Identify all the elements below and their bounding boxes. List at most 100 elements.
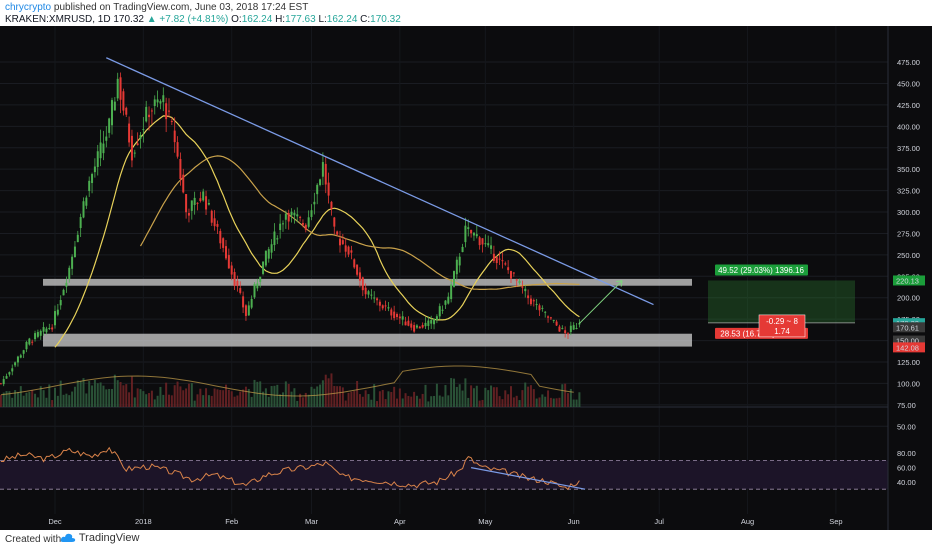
candle-body [213, 218, 216, 227]
candle-body [116, 78, 119, 99]
volume-bar [544, 396, 547, 407]
volume-bar [150, 390, 153, 407]
volume-bar [282, 392, 284, 407]
candle-body [54, 311, 56, 326]
volume-bar [156, 395, 159, 407]
candle-body [227, 255, 230, 269]
price-tick-label: 475.00 [897, 58, 920, 67]
candle-body [31, 341, 34, 343]
volume-bar [555, 398, 558, 407]
price-tick-label: 300.00 [897, 208, 920, 217]
volume-bar [435, 383, 438, 407]
support-zone [43, 333, 692, 347]
candle-body [85, 197, 88, 206]
candle-body [262, 261, 265, 274]
candle-body [242, 296, 245, 308]
ma-slow-line [139, 155, 580, 290]
candle-body [358, 272, 361, 281]
volume-bar [501, 399, 504, 407]
volume-bar [34, 393, 37, 407]
ratio-label-line1: -0.29 ~ 8 [766, 317, 798, 326]
candle-body [438, 306, 441, 317]
candle-body [136, 143, 139, 146]
candle-body [353, 259, 356, 268]
candle-body [490, 245, 493, 249]
volume-bar [321, 380, 324, 407]
volume-bar [173, 385, 176, 407]
candle-body [230, 265, 233, 275]
candle-body [435, 316, 438, 321]
candle-body [173, 130, 176, 143]
volume-bar [73, 386, 76, 407]
candle-body [427, 320, 430, 326]
volume-bar [153, 399, 156, 407]
volume-bar [113, 374, 116, 407]
candle-body [36, 332, 39, 337]
time-tick-label: 2018 [135, 517, 152, 526]
price-tag-bg [893, 342, 925, 353]
volume-bar [267, 396, 270, 407]
chart-svg[interactable]: 80.00 60.00 40.00 49.52 (29.03%) 1396.1628… [0, 26, 932, 530]
candle-body [367, 291, 370, 295]
tradingview-brand[interactable]: TradingView [60, 532, 139, 544]
volume-bar [327, 378, 330, 407]
volume-bar [236, 395, 239, 407]
time-tick-label: Dec [48, 517, 62, 526]
volume-bar [524, 382, 527, 407]
volume-bar [125, 384, 128, 407]
volume-bar [569, 388, 572, 407]
volume-bar [105, 389, 108, 407]
rsi-pane: 80.00 60.00 40.00 [0, 406, 916, 491]
volume-bar [165, 382, 168, 407]
drawing-layer [106, 57, 654, 324]
candle-body [450, 284, 453, 300]
volume-bar [65, 393, 68, 407]
moving-average-layer [54, 115, 580, 348]
author-link[interactable]: chrycrypto [5, 2, 52, 13]
chart-canvas[interactable]: 80.00 60.00 40.00 49.52 (29.03%) 1396.16 28… [0, 26, 932, 530]
candle-body [239, 288, 242, 293]
candle-body [415, 325, 418, 328]
price-tick-label: 375.00 [897, 144, 920, 153]
volume-bar [307, 394, 310, 407]
volume-bar [130, 376, 133, 407]
volume-bar [401, 398, 404, 407]
candle-body [495, 256, 498, 264]
volume-bar [441, 396, 444, 407]
candle-body [404, 321, 407, 326]
volume-bar [552, 398, 555, 407]
candle-body [187, 213, 190, 216]
time-tick-label: Jun [568, 517, 580, 526]
volume-bar [96, 383, 99, 407]
volume-bar [572, 399, 575, 407]
candle-body [11, 368, 14, 372]
volume-bar [122, 385, 125, 407]
candle-body [125, 107, 128, 115]
volume-bar [11, 397, 14, 407]
candle-body [507, 267, 510, 271]
candle-body [48, 327, 51, 329]
volume-bar [347, 392, 350, 407]
candle-body [413, 325, 416, 332]
volume-bar [549, 397, 552, 407]
candle-body [122, 91, 125, 111]
candle-body [458, 256, 461, 266]
volume-bar [0, 395, 2, 407]
volume-bar [453, 378, 455, 407]
candle-body [524, 288, 527, 292]
candle-body [65, 282, 68, 287]
candle-body [236, 280, 239, 287]
volume-bar [492, 387, 495, 407]
candle-body [521, 286, 524, 288]
volume-bar [244, 386, 247, 407]
volume-bar [384, 399, 387, 407]
price-change: ▲ +7.82 (+4.81%) [146, 14, 229, 25]
candle-body [159, 101, 162, 104]
volume-bar [316, 386, 319, 407]
volume-bar [25, 392, 28, 407]
candle-body [250, 298, 253, 308]
high-label: H: [275, 14, 286, 25]
candle-body [467, 227, 470, 230]
price-tick-label: 325.00 [897, 187, 920, 196]
volume-bar [22, 395, 25, 407]
